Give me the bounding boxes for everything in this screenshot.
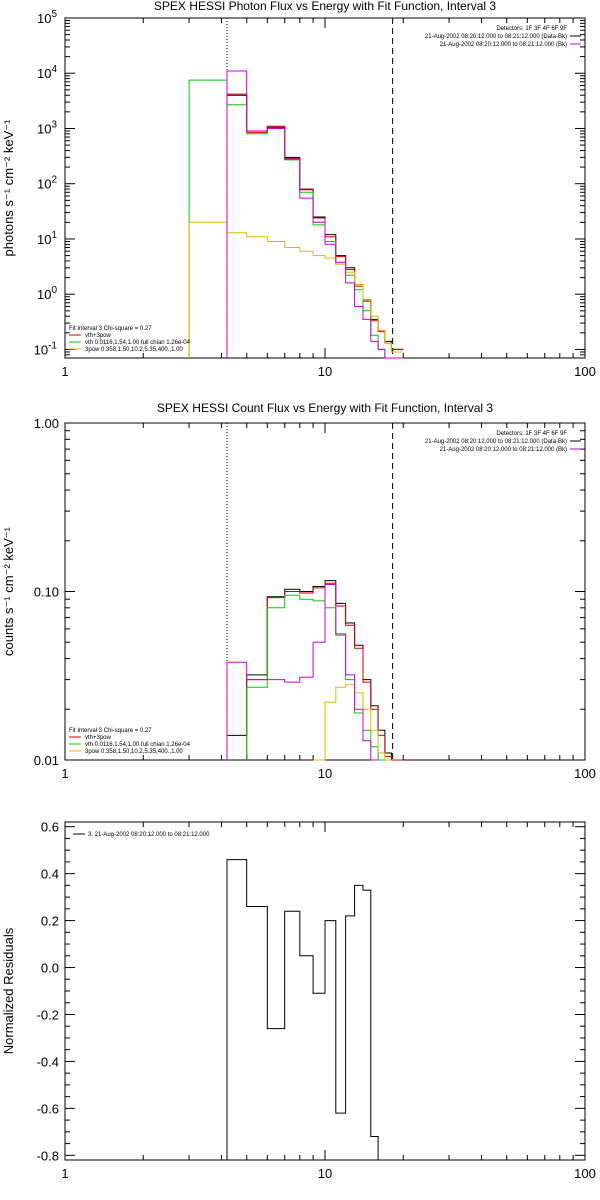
y-tick-label: 104 bbox=[37, 64, 57, 81]
y-tick-base: 10 bbox=[37, 177, 51, 192]
bottom-legend-entry: 3pow 0.358,1.50,10.2,5.35,400.,1.00 bbox=[85, 347, 183, 353]
y-tick-label: 0.2 bbox=[41, 914, 59, 929]
top-legend-entry: 21-Aug-2002 08:20:12.000 to 08:21:12.000… bbox=[425, 34, 567, 40]
x-tick-label: 1 bbox=[61, 364, 68, 379]
y-tick-label: -0.6 bbox=[37, 1101, 59, 1116]
y-tick-label: 0.10 bbox=[34, 585, 59, 600]
x-tick-label: 10 bbox=[318, 766, 332, 781]
x-tick-label: 1 bbox=[61, 1166, 68, 1181]
y-tick-label: 10-1 bbox=[34, 340, 58, 357]
x-tick-label: 100 bbox=[574, 766, 596, 781]
y-tick-exp: -1 bbox=[48, 340, 57, 351]
series-3-histogram bbox=[246, 594, 385, 761]
y-tick-label: -0.2 bbox=[37, 1007, 59, 1022]
series-5-histogram bbox=[226, 70, 404, 359]
y-tick-label: 0.01 bbox=[34, 753, 59, 768]
chart-title: SPEX HESSI Count Flux vs Energy with Fit… bbox=[157, 401, 493, 415]
x-tick-label: 10 bbox=[318, 364, 332, 379]
y-tick-base: 10 bbox=[34, 342, 48, 357]
plot-frame bbox=[64, 17, 586, 359]
y-tick-exp: 3 bbox=[51, 119, 57, 130]
series-4-histogram bbox=[313, 684, 392, 761]
y-tick-label: 101 bbox=[37, 230, 57, 247]
chart-2: SPEX HESSI Count Flux vs Energy with Fit… bbox=[1, 401, 596, 781]
series-1-histogram bbox=[226, 94, 404, 358]
series-5-histogram bbox=[226, 584, 379, 761]
x-axis: 1 10 100 bbox=[61, 822, 596, 1181]
y-tick-label: -0.8 bbox=[37, 1148, 59, 1163]
y-tick-base: 10 bbox=[37, 287, 51, 302]
series-1-histogram bbox=[226, 580, 404, 761]
x-tick-label: 10 bbox=[318, 1166, 332, 1181]
y-tick-exp: 1 bbox=[51, 230, 57, 241]
chart-1: SPEX HESSI Photon Flux vs Energy with Fi… bbox=[1, 0, 596, 379]
top-legend-entry: 21-Aug-2002 08:20:12.000 to 08:21:12.000… bbox=[440, 447, 567, 453]
y-tick-label: 0.6 bbox=[41, 820, 59, 835]
x-axis: 1 10 100 bbox=[61, 423, 596, 781]
y-axis-label: photons s⁻¹ cm⁻² keV⁻¹ bbox=[1, 119, 16, 257]
top-legend-entry: 21-Aug-2002 08:20:12.000 to 08:21:12.000… bbox=[440, 42, 567, 48]
y-axis-label: counts s⁻¹ cm⁻² keV⁻¹ bbox=[1, 526, 16, 656]
series-3-histogram bbox=[188, 79, 404, 359]
y-tick-label: 100 bbox=[37, 285, 57, 302]
y-axis: -0.8 -0.6 -0.4 -0.2 0.0 0.2 0.4 0.6 bbox=[37, 820, 585, 1163]
chart-title: SPEX HESSI Photon Flux vs Energy with Fi… bbox=[154, 0, 496, 13]
y-tick-label: -0.4 bbox=[37, 1054, 59, 1069]
bottom-legend-entry: Fit Interval 3 Chi-square = 0.27 bbox=[69, 326, 152, 332]
x-tick-label: 100 bbox=[574, 1166, 596, 1181]
series-2-histogram bbox=[246, 582, 404, 761]
y-tick-exp: 0 bbox=[51, 285, 57, 296]
x-tick-label: 1 bbox=[61, 766, 68, 781]
y-tick-exp: 4 bbox=[51, 64, 57, 75]
y-tick-base: 10 bbox=[37, 232, 51, 247]
y-axis: 0.01 0.10 1.00 bbox=[34, 416, 585, 768]
y-tick-label: 0.4 bbox=[41, 867, 59, 882]
top-legend-entry: Detectors: 1F 3F 4F 6F 9F bbox=[496, 431, 567, 437]
chart-3: 1 10 100 -0.8 -0.6 -0.4 -0.2 0.0 0.2 0.4 0.6 Normal… bbox=[1, 820, 596, 1181]
residual-legend-entry: 3. 21-Aug-2002 08:20:12.000 to 08:21:12.… bbox=[88, 832, 210, 838]
bottom-legend-entry: vth 0.0116,1.54,1.00 full chian 1.26e-04 bbox=[85, 742, 191, 748]
y-tick-base: 10 bbox=[37, 66, 51, 81]
y-tick-label: 1.00 bbox=[34, 416, 59, 431]
x-axis: 1 10 100 bbox=[61, 18, 596, 379]
series-1-histogram bbox=[226, 859, 385, 1161]
bottom-legend-entry: vth 0.0116,1.54,1.00 full chian 1.26e-04 bbox=[85, 340, 191, 346]
y-tick-label: 105 bbox=[37, 9, 57, 26]
bottom-legend-entry: 3pow 0.358,1.50,10.2,5.35,400.,1.00 bbox=[85, 749, 183, 755]
y-tick-base: 10 bbox=[37, 11, 51, 26]
bottom-legend-entry: Fit Interval 3 Chi-square = 0.27 bbox=[69, 728, 152, 734]
bottom-legend-entry: vth+3pow bbox=[85, 333, 112, 339]
y-tick-label: 103 bbox=[37, 119, 57, 136]
y-tick-exp: 2 bbox=[51, 175, 57, 186]
y-tick-base: 10 bbox=[37, 121, 51, 136]
bottom-legend-entry: vth+3pow bbox=[85, 735, 112, 741]
y-tick-label: 102 bbox=[37, 175, 57, 192]
x-tick-label: 100 bbox=[574, 364, 596, 379]
y-tick-exp: 5 bbox=[51, 9, 57, 20]
top-legend-entry: Detectors: 1F 3F 4F 6F 9F bbox=[496, 26, 567, 32]
y-tick-label: 0.0 bbox=[41, 961, 59, 976]
y-axis-label: Normalized Residuals bbox=[1, 927, 16, 1054]
top-legend-entry: 21-Aug-2002 08:20:12.000 to 08:21:12.000… bbox=[425, 439, 567, 445]
